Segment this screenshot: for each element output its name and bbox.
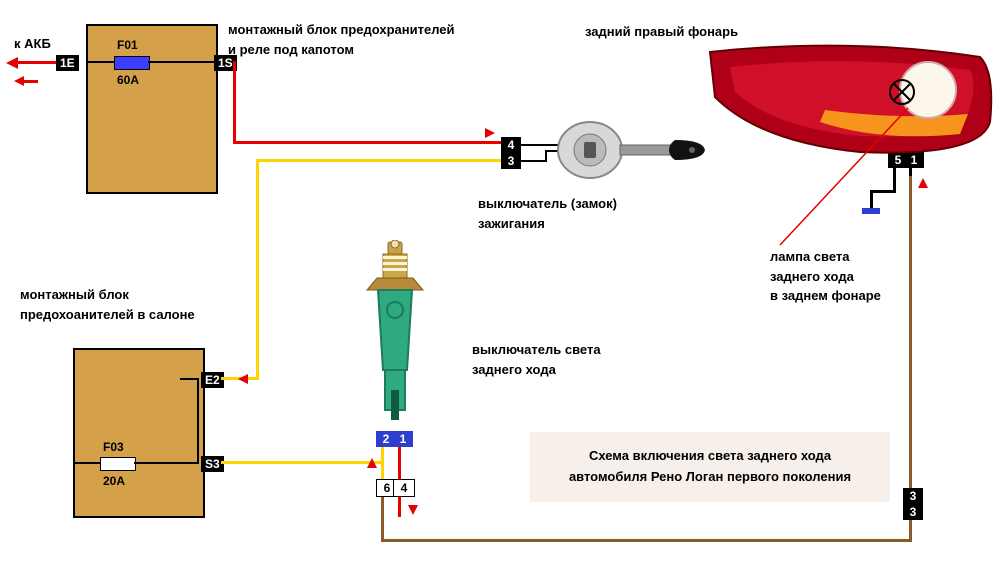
rear-lamp-label: задний правый фонарь xyxy=(585,22,738,42)
arrow-akb2 xyxy=(14,76,24,86)
info-box: Схема включения света заднего хода автом… xyxy=(530,432,890,502)
cabin-fuse-block xyxy=(73,348,205,518)
arrow-akb xyxy=(6,57,18,69)
reverse-switch-image xyxy=(355,240,435,440)
cabin-block-label: монтажный блок предохоанителей в салоне xyxy=(20,285,195,324)
arrow-to-4 xyxy=(485,128,495,138)
terminal-s3: S3 xyxy=(201,456,224,472)
akb-label: к АКБ xyxy=(14,34,51,54)
fuse-f03 xyxy=(100,457,136,471)
terminal-w4: 4 xyxy=(393,479,415,497)
fuse-f03-amp: 20A xyxy=(103,472,125,490)
hood-block-label: монтажный блок предохранителей и реле по… xyxy=(228,20,455,59)
fuse-f03-label: F03 xyxy=(103,438,124,456)
callout-line xyxy=(770,100,920,250)
lamp-text-label: лампа света заднего хода в заднем фонаре xyxy=(770,247,881,306)
terminal-e2: E2 xyxy=(201,372,224,388)
arrow-w4d xyxy=(408,505,418,515)
terminal-1e: 1E xyxy=(56,55,79,71)
arrow-e2 xyxy=(238,374,248,384)
fuse-f01 xyxy=(114,56,150,70)
fuse-f01-label: F01 xyxy=(117,36,138,54)
ignition-key xyxy=(520,120,710,180)
terminal-c3b: 3 xyxy=(903,504,923,520)
arrow-w2 xyxy=(367,458,377,468)
hood-fuse-block xyxy=(86,24,218,194)
terminal-c3a: 3 xyxy=(903,488,923,504)
fuse-f01-amp: 60A xyxy=(117,71,139,89)
ignition-label: выключатель (замок) зажигания xyxy=(478,194,617,233)
reverse-switch-label: выключатель света заднего хода xyxy=(472,340,601,379)
